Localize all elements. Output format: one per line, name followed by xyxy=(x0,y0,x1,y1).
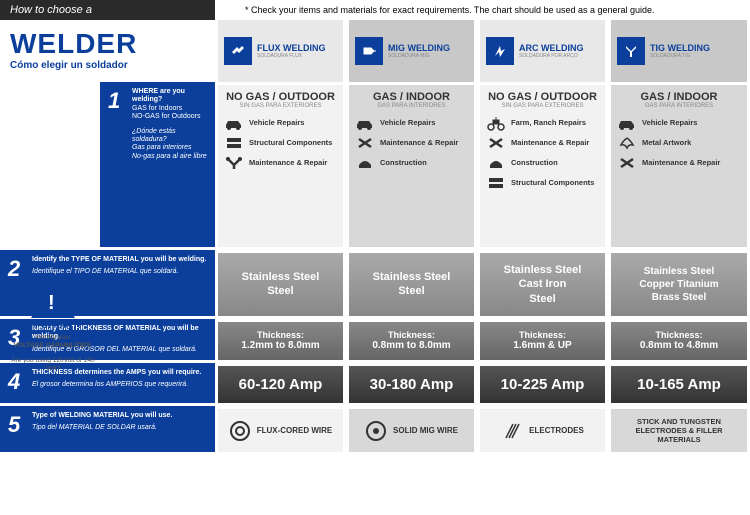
title-cell: WELDER Cómo elegir un soldador xyxy=(0,20,215,82)
r1-flux: NO GAS / OUTDOORSIN GAS PARA EXTERIORES … xyxy=(215,82,346,250)
r2-flux: Stainless Steel Steel xyxy=(215,250,346,319)
r3-tig: Thickness:0.8mm to 4.8mm xyxy=(608,319,750,363)
flux-icon xyxy=(224,37,252,65)
tig-icon xyxy=(617,37,645,65)
arc-icon xyxy=(486,37,514,65)
header-note: * Check your items and materials for exa… xyxy=(215,5,655,15)
r4-flux: 60-120 Amp xyxy=(215,363,346,406)
method-arc: ARC WELDINGSOLDADURA POR ARCO xyxy=(477,20,608,82)
r2-tig: Stainless Steel Copper Titanium Brass St… xyxy=(608,250,750,319)
r4-arc: 10-225 Amp xyxy=(477,363,608,406)
important-box: IMPORTANT! Identify yourVOLTAGE CAPABILI… xyxy=(8,282,98,373)
method-flux: FLUX WELDINGSOLDADURA FLUX xyxy=(215,20,346,82)
r2-mig: Stainless Steel Steel xyxy=(346,250,477,319)
r1-arc: NO GAS / OUTDOORSIN GAS PARA EXTERIORES … xyxy=(477,82,608,250)
method-mig: MIG WELDINGSOLDADURA MIG xyxy=(346,20,477,82)
r5-arc: ELECTRODES xyxy=(477,406,608,455)
mig-icon xyxy=(355,37,383,65)
r5-tig: STICK AND TUNGSTEN ELECTRODES & FILLER M… xyxy=(608,406,750,455)
row5-left: 5Type of WELDING MATERIAL you will use.T… xyxy=(0,406,215,455)
r4-mig: 30-180 Amp xyxy=(346,363,477,406)
main-grid: WELDER Cómo elegir un soldador FLUX WELD… xyxy=(0,20,750,455)
r1-tig: GAS / INDOORGAS PARA INTERIORES Vehicle … xyxy=(608,82,750,250)
warning-icon xyxy=(31,282,75,318)
r2-arc: Stainless Steel Cast Iron Steel xyxy=(477,250,608,319)
top-bar: How to choose a * Check your items and m… xyxy=(0,0,750,20)
r4-tig: 10-165 Amp xyxy=(608,363,750,406)
r3-arc: Thickness:1.6mm & UP xyxy=(477,319,608,363)
r5-mig: SOLID MIG WIRE xyxy=(346,406,477,455)
r1-mig: GAS / INDOORGAS PARA INTERIORES Vehicle … xyxy=(346,82,477,250)
header-title: How to choose a xyxy=(0,0,215,20)
r3-flux: Thickness:1.2mm to 8.0mm xyxy=(215,319,346,363)
r3-mig: Thickness:0.8mm to 8.0mm xyxy=(346,319,477,363)
r5-flux: FLUX-CORED WIRE xyxy=(215,406,346,455)
title-sub: Cómo elegir un soldador xyxy=(10,60,205,71)
method-tig: TIG WELDINGSOLDADURA TIG xyxy=(608,20,750,82)
welder-guide: How to choose a * Check your items and m… xyxy=(0,0,750,455)
row1-leftwrap: 1 WHERE are you welding? GAS for Indoors… xyxy=(0,82,215,250)
title-main: WELDER xyxy=(10,28,205,60)
